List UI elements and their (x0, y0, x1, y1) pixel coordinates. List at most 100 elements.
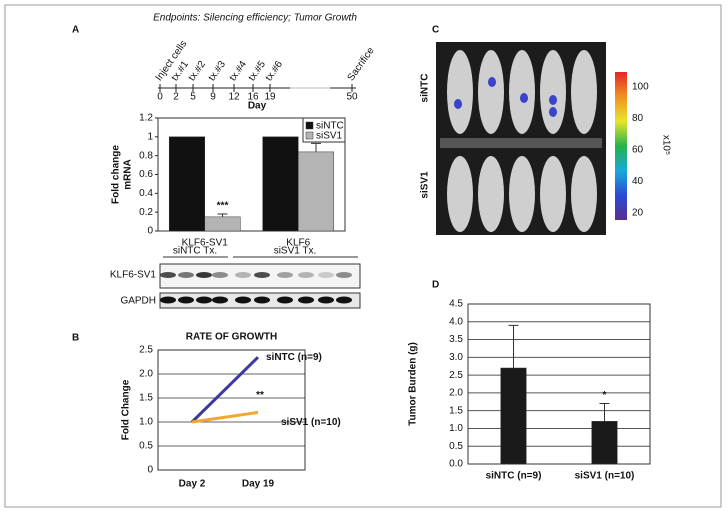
line (190, 356, 260, 424)
error-bar (217, 213, 228, 217)
x-tick-label: siNTC (n=9) (486, 471, 542, 482)
mouse (571, 156, 597, 232)
blot-row-label: GAPDH (120, 296, 156, 307)
y-tick-label: 1 (147, 131, 153, 142)
y-tick-label: 0.0 (449, 459, 463, 470)
timeline-event: tx.#5 (247, 59, 269, 83)
y-tick-label: 2.0 (449, 388, 463, 399)
y-tick-label: 3.5 (449, 334, 463, 345)
blot-band (336, 272, 352, 278)
mouse (571, 50, 597, 134)
y-tick-label: 0.4 (139, 188, 153, 199)
blot-band (160, 296, 176, 304)
timeline-day: 0 (157, 92, 163, 103)
y-tick-label: 1.2 (139, 113, 153, 124)
colorbar (615, 72, 627, 220)
chart-title: RATE OF GROWTH (186, 332, 277, 343)
blot-band (277, 296, 293, 304)
blot-band (178, 272, 194, 278)
x-tick-label: siSV1 (n=10) (575, 471, 635, 482)
y-tick-label: 0 (147, 465, 153, 476)
series-label: siNTC (n=9) (266, 352, 322, 363)
timeline-event: tx.#6 (264, 59, 286, 83)
frame (4, 4, 722, 508)
y-axis-label: Fold Change (121, 379, 132, 440)
x-tick-label: KLF6 (286, 238, 310, 249)
panel-label: A (72, 25, 79, 36)
blot-band (254, 296, 270, 304)
mouse (540, 50, 566, 134)
bar (591, 421, 618, 465)
bar (298, 151, 335, 232)
plot-frame (157, 349, 306, 471)
panel-label: B (72, 333, 79, 344)
y-tick-label: 2.0 (139, 369, 153, 380)
y-tick-label: 4.0 (449, 316, 463, 327)
annotation: * (603, 390, 607, 401)
panel-label: D (432, 280, 439, 291)
mouse (509, 156, 535, 232)
blot-band (212, 272, 228, 278)
colorbar-tick-label: 80 (632, 113, 644, 124)
mouse (447, 156, 473, 232)
x-tick-label: KLF6-SV1 (182, 238, 229, 249)
x-tick-label: Day 19 (242, 479, 275, 490)
series-label: siSV1 (n=10) (281, 417, 341, 428)
mouse (540, 156, 566, 232)
legend-swatch (305, 131, 314, 140)
signal (454, 99, 462, 109)
timeline-day: 50 (346, 92, 358, 103)
western-blot: siNTC Tx. siSV1 Tx. KLF6-SV1 GAPDH (110, 246, 361, 309)
timeline-event: Sacrifice (346, 45, 377, 83)
panel-label: C (432, 25, 439, 36)
blot-group-label: siNTC Tx. (173, 246, 217, 257)
colorbar-tick-label: 60 (632, 145, 644, 156)
annotation: ** (256, 390, 264, 401)
y-axis-label: mRNA (123, 159, 134, 190)
annotation: *** (217, 201, 229, 212)
timeline-event: tx.#3 (207, 59, 229, 83)
bar (168, 136, 205, 232)
timeline-day: 2 (173, 92, 179, 103)
blot-band (235, 296, 251, 304)
y-tick-label: 2.5 (449, 370, 463, 381)
plot-frame (157, 117, 346, 232)
error-bar (599, 403, 610, 422)
signal (549, 107, 557, 117)
timeline-event: tx.#4 (228, 59, 250, 83)
error-bar (508, 324, 519, 368)
y-tick-label: 1.0 (449, 423, 463, 434)
timeline-event: tx.#2 (187, 59, 209, 83)
mouse (478, 156, 504, 232)
blot-band (298, 296, 314, 304)
x-tick-label: Day 2 (179, 479, 206, 490)
y-tick-label: 0.2 (139, 207, 153, 218)
blot-band (235, 272, 251, 278)
blot-band (318, 296, 334, 304)
line (191, 410, 259, 424)
signal (549, 95, 557, 105)
y-tick-label: 1.5 (449, 405, 463, 416)
bar (500, 367, 527, 465)
y-tick-label: 1.5 (139, 393, 153, 404)
blot-band (196, 272, 212, 278)
timeline-x-label: Day (248, 101, 267, 112)
mouse (447, 50, 473, 134)
blot-band (318, 272, 334, 278)
blot-band (160, 272, 176, 278)
legend-label: siSV1 (316, 131, 343, 142)
blot-band (196, 296, 212, 304)
imaging-panel: siNTC siSV1 x10⁵ 20 40 60 80 100 (420, 42, 671, 235)
colorbar-tick-label: 40 (632, 176, 644, 187)
blot-band (298, 272, 314, 278)
bar (262, 136, 299, 232)
plot-frame (467, 303, 651, 465)
bar (204, 216, 241, 232)
y-tick-label: 2.5 (139, 345, 153, 356)
y-axis-label: Tumor Burden (g) (408, 342, 419, 426)
image-row-label: siSV1 (420, 171, 431, 199)
legend-swatch (305, 121, 314, 130)
signal (488, 77, 496, 87)
y-tick-label: 3.0 (449, 352, 463, 363)
